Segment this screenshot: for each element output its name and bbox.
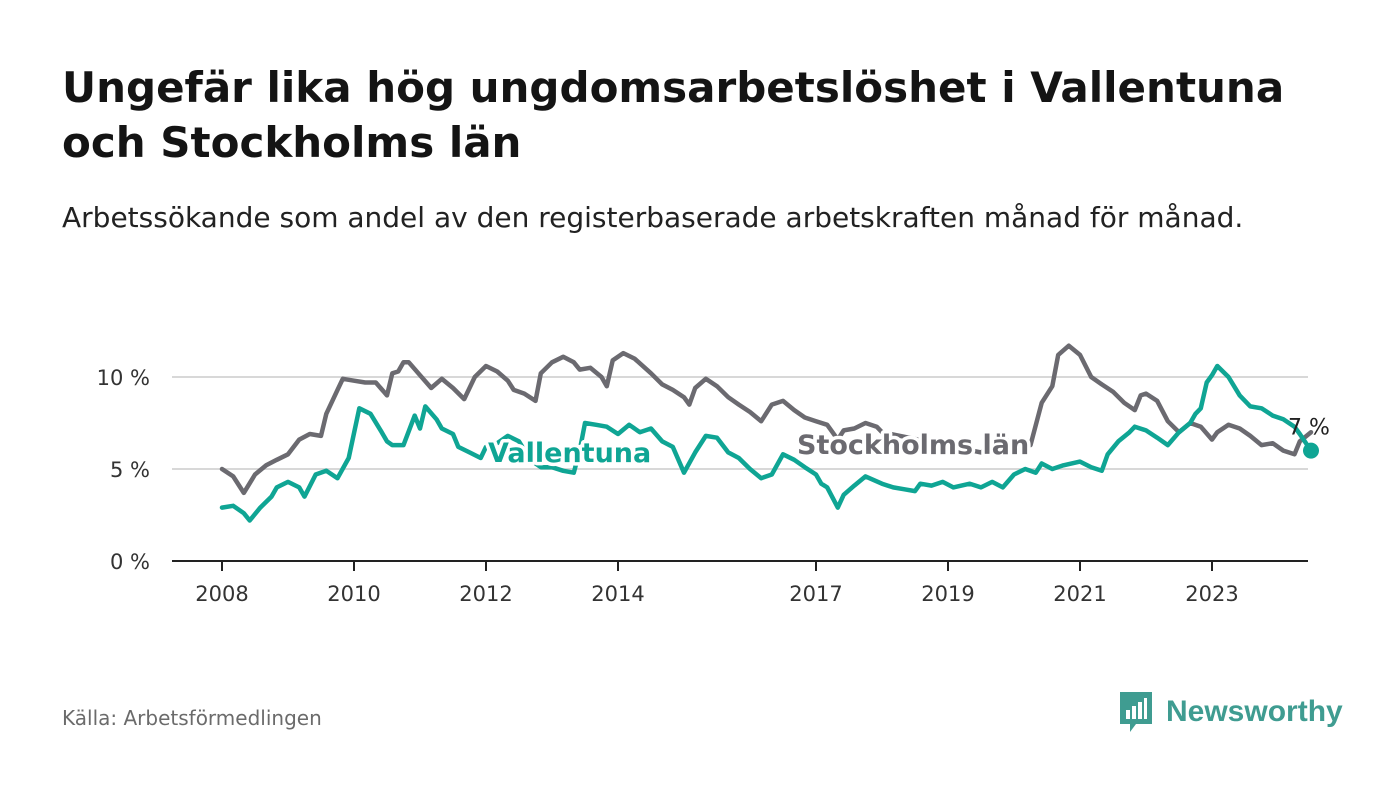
x-tick-label: 2012 [459,582,512,606]
x-tick-label: 2021 [1053,582,1106,606]
series-line-vallentuna [219,363,1314,523]
y-tick-label: 0 % [110,550,150,574]
chart-subtitle: Arbetssökande som andel av den registerb… [62,201,1244,234]
series-labels: Vallentuna Stockholms län 7 % [485,416,1330,473]
series-label-stockholms-lan: Stockholms län [797,430,1029,461]
x-tick-label: 2014 [591,582,644,606]
y-tick-label: 5 % [110,458,150,482]
gridlines [172,376,1308,470]
brand-name: Newsworthy [1166,695,1343,728]
chart-title: Ungefär lika hög ungdomsarbetslöshet i V… [62,63,1285,167]
series-lines [219,343,1314,523]
bar-chart-speech-bubble-icon [1120,692,1152,732]
end-point-marker [1303,442,1319,459]
x-tick-label: 2017 [789,582,842,606]
x-tick-label: 2008 [195,582,248,606]
source-note: Källa: Arbetsförmedlingen [62,706,322,730]
brand-logo[interactable]: Newsworthy [1118,690,1343,734]
series-label-vallentuna: Vallentuna [488,438,651,469]
end-value-label: 7 % [1288,416,1330,441]
series-line-stockholms-l-n [219,343,1314,496]
x-tick-label: 2010 [327,582,380,606]
line-chart: Vallentuna Stockholms län 7 % 0 % 5 % 10 % 20… [97,343,1330,606]
x-tick-label: 2019 [921,582,974,606]
x-tick-label: 2023 [1185,582,1238,606]
axes: 0 % 5 % 10 % 2008 2010 2012 2014 2017 2019 2021 20… [97,366,1308,606]
y-tick-label: 10 % [97,366,150,390]
